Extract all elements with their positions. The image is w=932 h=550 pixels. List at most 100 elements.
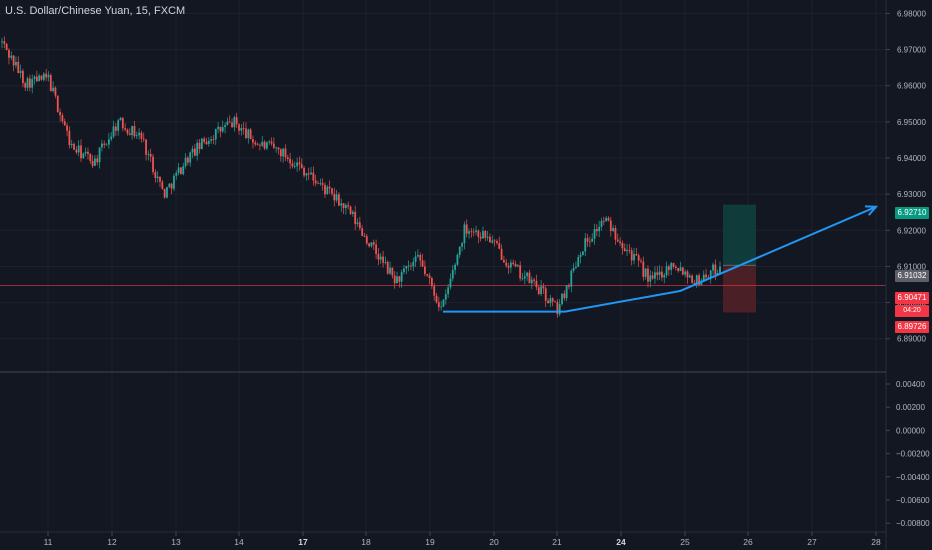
- indicator-axis[interactable]: 0.00400 0.00200 0.00000 −0.00200 −0.00400 −0.…: [886, 380, 930, 528]
- stop-price-tag: 6.89726: [895, 321, 929, 333]
- candle-body: [22, 70, 24, 84]
- candle-body: [654, 272, 656, 279]
- candle-body: [245, 128, 247, 139]
- trend-line-drawing[interactable]: [443, 205, 879, 313]
- candle-body: [414, 256, 417, 262]
- candlestick-series[interactable]: [1, 36, 721, 318]
- candle-body: [52, 87, 55, 92]
- candle-body: [54, 87, 57, 96]
- target-price-tag: 6.92710: [895, 207, 929, 219]
- candle-body: [177, 167, 180, 173]
- candle-body: [372, 242, 375, 245]
- candle-body: [5, 43, 8, 51]
- candle-body: [349, 206, 352, 214]
- candle-body: [124, 128, 127, 130]
- candle-body: [461, 243, 463, 247]
- candle-body: [163, 188, 166, 198]
- candle-body: [391, 267, 394, 276]
- candle-body: [393, 275, 396, 284]
- candle-body: [621, 242, 624, 249]
- candle-body: [224, 125, 226, 128]
- time-tick-label: 17: [298, 537, 308, 547]
- symbol-title[interactable]: U.S. Dollar/Chinese Yuan, 15, FXCM: [5, 5, 186, 17]
- candle-body: [73, 143, 75, 150]
- candle-body: [614, 228, 617, 240]
- candle-body: [437, 302, 440, 308]
- candle-body: [656, 272, 659, 275]
- candle-body: [105, 144, 108, 146]
- candle-body: [335, 194, 338, 201]
- candle-body: [66, 125, 68, 131]
- candle-body: [12, 55, 15, 66]
- profit-zone[interactable]: [723, 204, 756, 266]
- candle-body: [412, 261, 415, 267]
- candle-body: [358, 222, 361, 229]
- candle-body: [240, 128, 243, 131]
- candle-body: [507, 265, 510, 268]
- candle-body: [119, 117, 122, 121]
- candle-body: [526, 272, 529, 277]
- candle-body: [514, 263, 517, 267]
- candle-body: [519, 265, 522, 279]
- candle-body: [61, 115, 64, 122]
- candle-body: [435, 295, 438, 303]
- candle-body: [70, 143, 73, 146]
- candle-body: [463, 224, 466, 244]
- candle-body: [447, 287, 450, 295]
- candle-body: [145, 139, 147, 155]
- candle-body: [533, 279, 536, 281]
- candle-body: [609, 220, 612, 231]
- candle-body: [584, 238, 587, 252]
- candle-body: [279, 149, 282, 157]
- candle-body: [679, 267, 682, 271]
- time-axis[interactable]: 11 12 13 14 17 18 19 20 21 24 25 26 27 28: [44, 532, 881, 547]
- candle-body: [56, 95, 59, 112]
- candle-body: [286, 157, 289, 159]
- candle-body: [203, 138, 206, 142]
- candle-body: [247, 129, 250, 139]
- price-tick-label: 6.94000: [897, 154, 926, 163]
- loss-zone[interactable]: [723, 265, 756, 313]
- candle-body: [588, 241, 591, 243]
- candle-body: [482, 231, 484, 239]
- candle-body: [379, 256, 382, 260]
- candle-body: [661, 271, 663, 278]
- candle-body: [637, 255, 640, 261]
- candle-body: [575, 266, 577, 268]
- candle-body: [658, 271, 661, 275]
- candle-body: [270, 141, 273, 144]
- candle-body: [59, 111, 61, 116]
- candle-body: [254, 142, 257, 145]
- candle-body: [261, 141, 264, 146]
- candle-body: [403, 268, 405, 273]
- candle-body: [528, 272, 531, 284]
- candle-body: [605, 217, 608, 222]
- trend-path[interactable]: [443, 205, 877, 313]
- candle-body: [142, 138, 145, 140]
- candle-body: [42, 73, 45, 80]
- indicator-tick-label: −0.00200: [896, 450, 930, 459]
- long-position-tool[interactable]: [0, 204, 886, 313]
- candle-body: [665, 266, 668, 276]
- candle-body: [612, 228, 615, 231]
- candle-body: [607, 217, 610, 221]
- candle-body: [400, 272, 403, 282]
- candle-body: [489, 236, 491, 243]
- candle-body: [712, 264, 714, 271]
- candle-body: [688, 275, 691, 278]
- candle-body: [472, 231, 475, 233]
- indicator-tick-label: −0.00400: [896, 473, 930, 482]
- candle-body: [568, 285, 570, 287]
- candle-body: [94, 158, 96, 166]
- candle-body: [98, 147, 101, 163]
- candle-body: [558, 304, 561, 315]
- candle-body: [521, 278, 524, 280]
- candle-body: [410, 265, 412, 267]
- chart-grid: [0, 0, 886, 532]
- candle-body: [714, 264, 717, 275]
- candle-body: [498, 243, 501, 249]
- candle-body: [396, 276, 398, 284]
- time-tick-label: 24: [616, 537, 626, 547]
- candle-body: [698, 275, 700, 285]
